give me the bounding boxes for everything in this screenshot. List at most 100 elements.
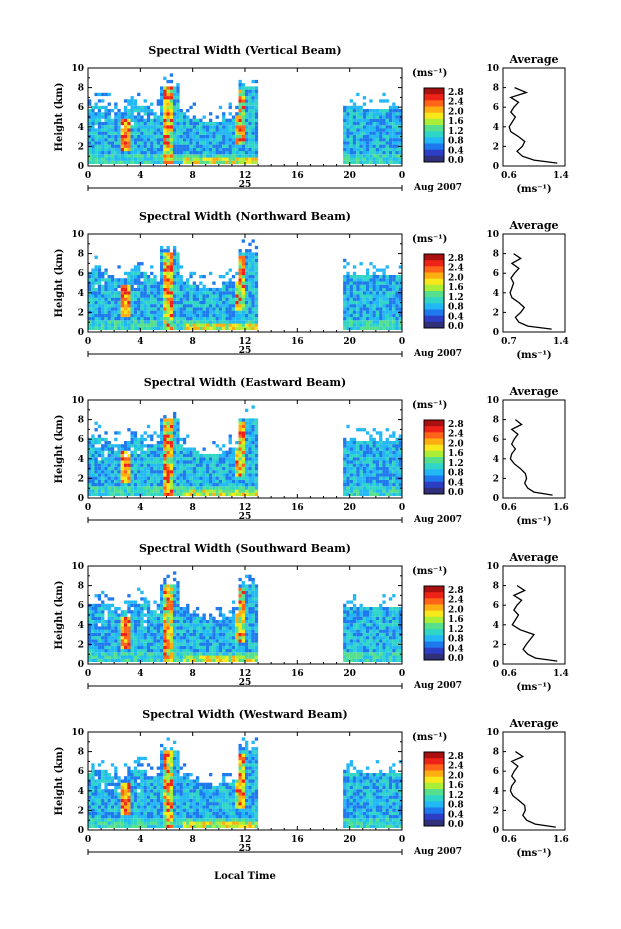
- heatmap-cell: [146, 134, 151, 139]
- heatmap-cell: [186, 655, 190, 659]
- heatmap-cell: [356, 294, 360, 298]
- heatmap-cell: [186, 613, 190, 617]
- heatmap-cell: [251, 109, 255, 113]
- heatmap-cell: [343, 297, 347, 301]
- heatmap-cell: [248, 307, 252, 311]
- heatmap-cell: [110, 489, 115, 493]
- heatmap-cell: [160, 441, 164, 445]
- heatmap-cell: [356, 463, 360, 467]
- heatmap-cell: [248, 252, 252, 256]
- heatmap-cell: [130, 323, 134, 327]
- heatmap-cell: [392, 307, 396, 311]
- heatmap-cell: [150, 271, 154, 276]
- heatmap-cell: [163, 613, 167, 617]
- heatmap-cell: [140, 444, 144, 448]
- heatmap-cell: [166, 434, 170, 438]
- heatmap-cell: [176, 447, 180, 451]
- heatmap-cell: [202, 131, 206, 135]
- heatmap-cell: [248, 255, 252, 259]
- heatmap-cell: [137, 463, 141, 467]
- heatmap-cell: [228, 626, 232, 630]
- heatmap-cell: [124, 619, 128, 624]
- heatmap-cell: [215, 300, 219, 305]
- colorbar-swatch: [424, 432, 444, 439]
- heatmap-cell: [107, 652, 111, 656]
- heatmap-cell: [114, 112, 118, 116]
- heatmap-cell: [114, 473, 118, 477]
- heatmap-cell: [176, 138, 180, 142]
- heatmap-cell: [254, 154, 259, 158]
- heatmap-cell: [346, 144, 350, 148]
- heatmap-cell: [146, 434, 151, 438]
- heatmap-cell: [349, 125, 353, 129]
- heatmap-cell: [130, 307, 134, 311]
- heatmap-cell: [352, 489, 357, 493]
- heatmap-cell: [150, 460, 154, 464]
- heatmap-cell: [169, 131, 174, 135]
- heatmap-cell: [137, 610, 141, 614]
- heatmap-cell: [388, 460, 393, 464]
- heatmap-cell: [241, 313, 245, 318]
- heatmap-cell: [173, 284, 177, 288]
- heatmap-cell: [146, 623, 151, 627]
- heatmap-cell: [189, 160, 193, 164]
- heatmap-cell: [366, 281, 370, 285]
- heatmap-cell: [133, 265, 138, 269]
- heatmap-cell: [254, 262, 259, 266]
- heatmap-cell: [235, 304, 239, 308]
- heatmap-cell: [166, 453, 170, 458]
- x-tick-label: 12: [239, 503, 252, 513]
- heatmap-cell: [156, 453, 160, 458]
- heatmap-cell: [248, 437, 252, 442]
- heatmap-cell: [245, 160, 249, 164]
- profile-title: Average: [508, 53, 558, 66]
- heatmap-cell: [228, 151, 232, 155]
- heatmap-cell: [166, 584, 170, 588]
- heatmap-cell: [388, 300, 393, 305]
- heatmap-cell: [153, 457, 157, 461]
- heatmap-cell: [235, 317, 239, 321]
- heatmap-cell: [228, 121, 232, 126]
- heatmap-cell: [238, 154, 242, 158]
- heatmap-cell: [104, 626, 108, 630]
- heatmap-cell: [379, 300, 383, 305]
- heatmap-cell: [133, 134, 138, 139]
- heatmap-cell: [212, 121, 216, 126]
- heatmap-cell: [186, 297, 190, 301]
- heatmap-cell: [241, 147, 245, 152]
- heatmap-cell: [189, 460, 193, 464]
- heatmap-cell: [166, 636, 170, 640]
- heatmap-cell: [192, 453, 196, 458]
- heatmap-cell: [254, 307, 259, 311]
- heatmap-cell: [225, 466, 229, 471]
- heatmap-cell: [359, 470, 363, 474]
- heatmap-cell: [160, 658, 164, 662]
- heatmap-cell: [231, 473, 236, 477]
- heatmap-cell: [101, 607, 105, 611]
- heatmap-cell: [349, 310, 353, 314]
- heatmap-cell: [222, 128, 226, 132]
- heatmap-cell: [173, 590, 177, 595]
- heatmap-cell: [241, 151, 245, 155]
- heatmap-cell: [169, 125, 174, 129]
- heatmap-cell: [176, 118, 180, 122]
- heatmap-cell: [366, 313, 370, 318]
- heatmap-cell: [218, 658, 223, 662]
- heatmap-cell: [169, 141, 174, 145]
- heatmap-cell: [107, 444, 111, 448]
- heatmap-cell: [189, 147, 193, 152]
- heatmap-cell: [101, 310, 105, 314]
- heatmap-cell: [372, 470, 376, 474]
- heatmap-cell: [192, 629, 196, 633]
- heatmap-cell: [202, 642, 206, 646]
- colorbar-tick-label: 1.2: [448, 293, 464, 303]
- heatmap-cell: [209, 287, 213, 292]
- heatmap-cell: [245, 428, 249, 432]
- heatmap-cell: [372, 112, 376, 116]
- heatmap-cell: [228, 489, 232, 493]
- heatmap-cell: [218, 287, 223, 292]
- heatmap-cell: [362, 134, 367, 139]
- heatmap-cell: [120, 639, 124, 643]
- heatmap-cell: [104, 157, 108, 161]
- heatmap-cell: [372, 157, 376, 161]
